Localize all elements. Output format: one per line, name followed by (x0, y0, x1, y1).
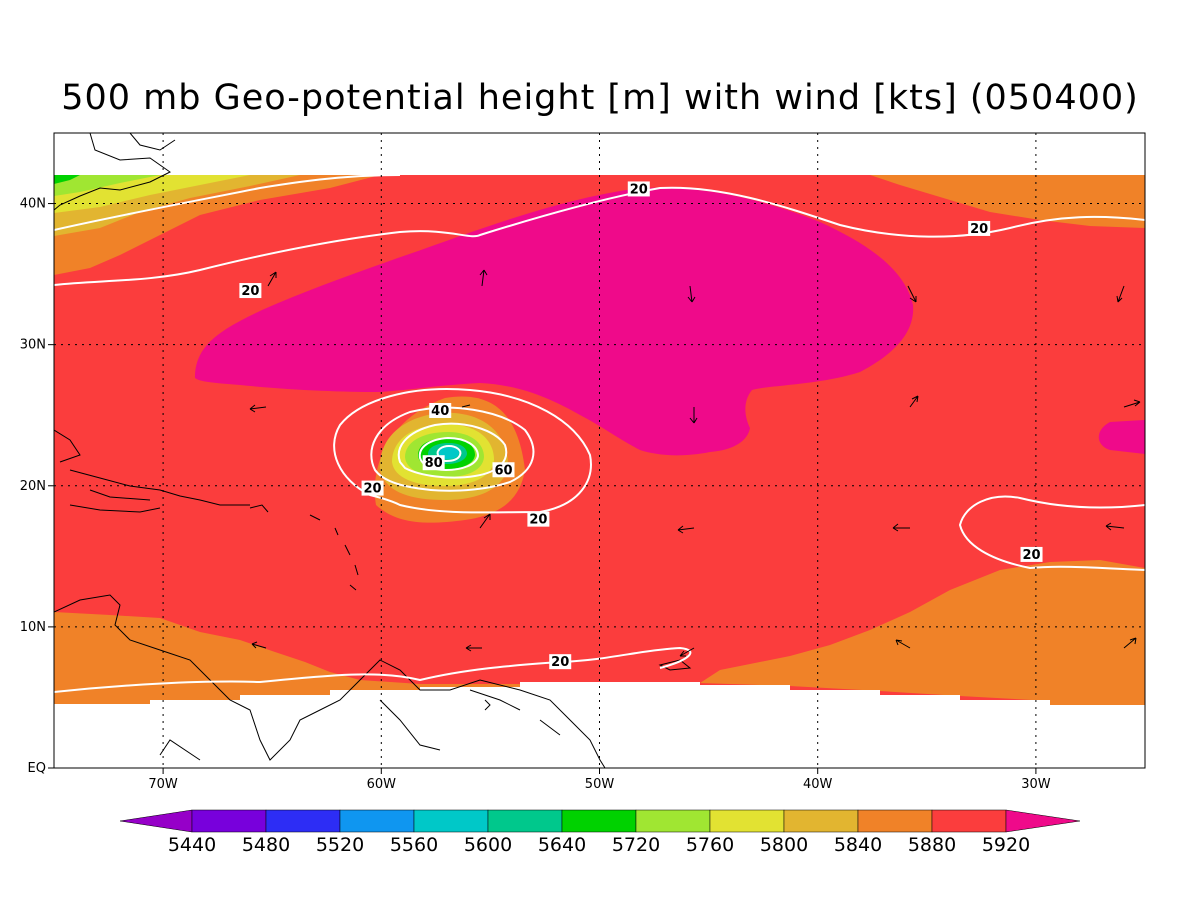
shade-5840-southeast (700, 560, 1145, 706)
colorbar-swatch (339, 809, 415, 833)
lat-tick-label: 10N (20, 620, 46, 635)
shade-5720-north (54, 175, 160, 196)
colorbar-label: 5880 (908, 834, 956, 856)
isotach-label: 20 (970, 222, 988, 237)
lon-tick-label: 30W (1021, 777, 1051, 792)
height-field: 20 20 20 40 80 60 20 20 20 20 (54, 133, 1145, 768)
shade-5840-southwest (54, 612, 520, 705)
colorbar-label: 5480 (242, 834, 290, 856)
colorbar-label: 5720 (612, 834, 660, 856)
lon-tick-label: 40W (803, 777, 833, 792)
isotach-label: 20 (241, 284, 259, 299)
grid-lines (54, 133, 1145, 768)
colorbar-swatch (783, 809, 859, 833)
isotach-label: 20 (1022, 548, 1040, 563)
map-title: 500 mb Geo-potential height [m] with win… (61, 78, 1139, 118)
lat-tick-label: 40N (20, 197, 46, 212)
colorbar-swatch (413, 809, 489, 833)
colorbar-label: 5760 (686, 834, 734, 856)
isotach-label: 20 (364, 482, 382, 497)
lon-tick-label: 50W (585, 777, 615, 792)
colorbar-label: 5640 (538, 834, 586, 856)
isotach-label-bg (968, 220, 991, 236)
colorbar-right-arrow (1005, 809, 1081, 833)
isotach-label-bg (429, 402, 452, 418)
colorbar-swatch (709, 809, 785, 833)
isotach-label: 80 (425, 456, 443, 471)
colorbar-swatch (931, 809, 1007, 833)
shade-5840-northeast (870, 175, 1145, 228)
colorbar-swatch (857, 809, 933, 833)
lat-tick-label: EQ (28, 761, 46, 776)
colorbar-swatch (487, 809, 563, 833)
lon-tick-label: 60W (367, 777, 397, 792)
wind-vectors (249, 269, 1141, 657)
isotach-label-bg (1020, 546, 1043, 562)
isotach-label: 20 (529, 513, 547, 528)
colorbar-label: 5840 (834, 834, 882, 856)
colorbar-label: 5560 (390, 834, 438, 856)
axes: 70W 60W 50W 40W 30W EQ 10N 20N 30N 40N (20, 197, 1051, 792)
lat-tick-label: 20N (20, 479, 46, 494)
colorbar-label: 5800 (760, 834, 808, 856)
colorbar: 5440 5480 5520 5560 5600 5640 5720 5760 5800 5840… (119, 809, 1081, 856)
isotach-label-bg (527, 511, 550, 527)
isotach-labels: 20 20 20 40 80 60 20 20 20 20 (239, 181, 1043, 670)
colorbar-left-arrow (119, 809, 193, 833)
colorbar-label: 5520 (316, 834, 364, 856)
shade-5920-east (1098, 420, 1145, 454)
isotach-label-bg (361, 480, 384, 496)
lon-tick-label: 70W (148, 777, 178, 792)
shade-5640-north (54, 175, 80, 184)
isotach-label: 20 (551, 655, 569, 670)
coastlines (54, 133, 692, 768)
colorbar-swatch (561, 809, 637, 833)
colorbar-swatch (635, 809, 711, 833)
no-data-area (54, 682, 1145, 768)
isotach-label: 20 (630, 182, 648, 197)
isotach-label: 60 (494, 463, 512, 478)
colorbar-swatch (265, 809, 341, 833)
colorbar-label: 5440 (168, 834, 216, 856)
colorbar-swatch (191, 809, 267, 833)
isotach-label-bg (627, 181, 650, 197)
isotach-label-bg (549, 654, 572, 670)
isotach-label-bg (422, 455, 445, 471)
isotach-label: 40 (431, 404, 449, 419)
shade-5920-ridge (195, 187, 914, 456)
lat-tick-label: 30N (20, 338, 46, 353)
isotach-label-bg (492, 462, 515, 478)
colorbar-label: 5600 (464, 834, 512, 856)
colorbar-label: 5920 (982, 834, 1030, 856)
isotach-label-bg (239, 283, 262, 299)
